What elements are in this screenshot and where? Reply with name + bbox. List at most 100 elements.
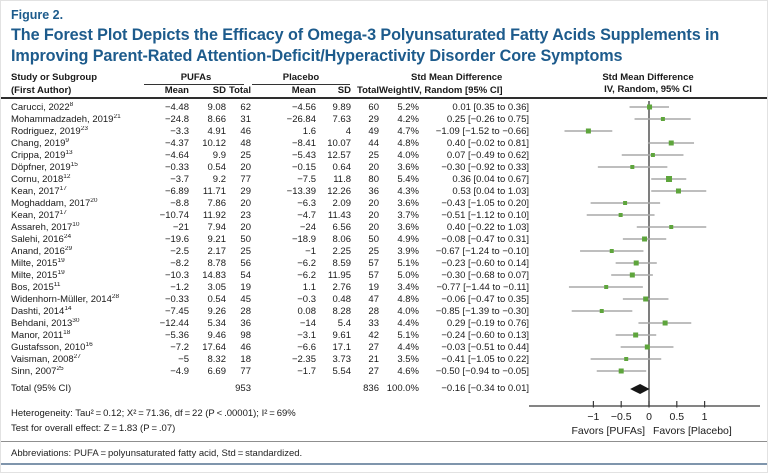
- figure-title-line2: Improving Parent-Rated Attention-Deficit…: [11, 47, 623, 65]
- pufas-sd-value: 9.46: [207, 329, 227, 341]
- effect-square: [642, 236, 648, 242]
- abbreviations-text: Abbreviations: PUFA = polyunsaturated fa…: [11, 448, 303, 459]
- weight-value: 4.6%: [397, 365, 419, 377]
- placebo-mean-value: −13.39: [286, 185, 316, 197]
- study-name: Kean, 201717: [11, 185, 67, 197]
- placebo-sd-value: 12.26: [327, 185, 351, 197]
- study-row: Döpfner, 201915 −0.33 0.54 20 −0.15 0.64 20 3.6…: [11, 161, 529, 173]
- pufas-mean-value: −8.2: [170, 257, 189, 269]
- study-name: Anand, 201629: [11, 245, 73, 257]
- pufas-mean-value: −21: [172, 221, 189, 233]
- study-name: Assareh, 201710: [11, 221, 80, 233]
- pufas-mean-value: −7.45: [164, 305, 189, 317]
- placebo-total-value: 20: [368, 221, 379, 233]
- placebo-total-value: 20: [368, 161, 379, 173]
- study-reference-superscript: 11: [53, 281, 61, 288]
- smd-ci-value: −1.09 [−1.52 to −0.66]: [435, 125, 529, 137]
- study-name: Bos, 201511: [11, 281, 61, 293]
- weight-value: 4.8%: [397, 137, 419, 149]
- placebo-sd-value: 0.64: [332, 161, 352, 173]
- placebo-total-value: 28: [368, 305, 379, 317]
- pufas-sd-value: 10.12: [202, 137, 226, 149]
- study-reference-superscript: 30: [72, 317, 80, 324]
- placebo-sd-value: 11.8: [333, 173, 351, 185]
- pufas-total-value: 23: [240, 209, 251, 221]
- pufas-mean-value: −0.33: [164, 161, 189, 173]
- footer-accent-rule: [1, 463, 767, 465]
- study-name: Behdani, 201330: [11, 317, 80, 329]
- weight-value: 4.4%: [397, 317, 419, 329]
- study-row: Widenhorn-Müller, 201428 −0.33 0.54 45 −0.3 0…: [11, 293, 529, 305]
- smd-ci-value: −0.23 [−0.60 to 0.14]: [441, 257, 529, 269]
- study-row: Behdani, 201330 −12.44 5.34 36 −14 5.4 33 4.4% 0…: [11, 317, 529, 329]
- placebo-total-value: 19: [368, 281, 379, 293]
- placebo-sd-value: 5.4: [337, 317, 351, 329]
- smd-ci-value: −0.77 [−1.44 to −0.11]: [436, 281, 529, 293]
- study-row: Assareh, 201710 −21 7.94 20 −24 6.56 20 3.6% 0.4…: [11, 221, 529, 233]
- effect-square: [624, 357, 629, 361]
- study-name: Milte, 201519: [11, 269, 65, 281]
- pufas-total-value: 77: [240, 173, 251, 185]
- effect-square: [644, 344, 650, 350]
- study-name: Vaisman, 200827: [11, 353, 81, 365]
- pufas-sd-value: 6.69: [207, 365, 227, 377]
- study-reference-superscript: 17: [59, 185, 67, 192]
- placebo-total-value: 57: [368, 269, 379, 281]
- pufas-sd-value: 8.32: [207, 353, 227, 365]
- study-row: Gustafsson, 201016 −7.2 17.64 46 −6.6 17.1 27 4…: [11, 341, 529, 353]
- total-label: Total (95% CI): [11, 383, 72, 394]
- study-row: Vaisman, 200827 −5 8.32 18 −2.35 3.73 21 3.5% −0…: [11, 353, 529, 365]
- placebo-mean-value: −24: [299, 221, 316, 233]
- pufas-total-value: 19: [240, 281, 251, 293]
- study-name: Milte, 201519: [11, 257, 65, 269]
- smd-ci-value: 0.40 [−0.02 to 0.81]: [446, 137, 529, 149]
- pufas-total-value: 98: [240, 329, 251, 341]
- placebo-total-value: 33: [368, 317, 379, 329]
- pufas-sd-value: 17.64: [202, 341, 226, 353]
- smd-ci-value: 0.01 [0.35 to 0.36]: [452, 101, 529, 113]
- placebo-total-value: 25: [368, 149, 379, 161]
- pufas-mean-value: −2.5: [170, 245, 189, 257]
- placebo-total-value: 27: [368, 365, 379, 377]
- col-header-smd-line1: Std Mean Difference: [411, 72, 503, 83]
- pufas-sd-value: 9.2: [212, 173, 226, 185]
- overall-effect-text: Test for overall effect: Z = 1.83 (P = .…: [11, 423, 176, 434]
- col-header-study-line1: Study or Subgroup: [11, 72, 98, 83]
- placebo-sd-value: 7.63: [332, 113, 352, 125]
- smd-ci-value: −0.41 [−1.05 to 0.22]: [441, 353, 529, 365]
- axis-tick-label: −0.5: [611, 411, 632, 423]
- placebo-sd-value: 6.56: [332, 221, 352, 233]
- weight-value: 3.6%: [397, 197, 419, 209]
- study-row: Bos, 201511 −1.2 3.05 19 1.1 2.76 19 3.4% −0.77 …: [11, 281, 529, 293]
- plot-header-line2: IV, Random, 95% CI: [604, 84, 692, 95]
- weight-value: 3.5%: [397, 353, 419, 365]
- pufas-sd-value: 14.83: [202, 269, 226, 281]
- placebo-total-value: 25: [368, 245, 379, 257]
- favors-right-label: Favors [Placebo]: [653, 425, 732, 437]
- placebo-total-value: 36: [368, 185, 379, 197]
- pufas-sd-value: 9.26: [207, 305, 227, 317]
- placebo-mean-value: −4.7: [297, 209, 316, 221]
- pufas-group-underline: [144, 84, 244, 85]
- placebo-total-value: 44: [368, 137, 379, 149]
- pufas-total-value: 46: [240, 341, 251, 353]
- axis-tick-label: −1: [587, 411, 599, 423]
- placebo-sd-value: 11.95: [327, 269, 351, 281]
- pufas-total-value: 48: [240, 137, 251, 149]
- placebo-mean-value: −1.7: [297, 365, 316, 377]
- pufas-total-value: 20: [240, 161, 251, 173]
- weight-value: 5.1%: [397, 257, 419, 269]
- effect-square: [647, 104, 653, 110]
- pufas-sd-value: 2.17: [207, 245, 227, 257]
- study-name: Dashti, 201414: [11, 305, 72, 317]
- study-name: Crippa, 201913: [11, 149, 73, 161]
- pufas-total-value: 45: [240, 293, 251, 305]
- placebo-sd-value: 0.48: [332, 293, 352, 305]
- placebo-sd-value: 17.1: [332, 341, 352, 353]
- column-header-row: (First Author) Mean SD Total Mean SD Tot…: [11, 85, 529, 97]
- pufas-total-value: 20: [240, 197, 251, 209]
- placebo-group-underline: [252, 84, 350, 85]
- smd-ci-value: −0.24 [−0.60 to 0.13]: [441, 329, 529, 341]
- pufas-sd-value: 11.92: [202, 209, 226, 221]
- study-row: Milte, 201519 −8.2 8.78 56 −6.2 8.59 57 5.1% −0.…: [11, 257, 529, 269]
